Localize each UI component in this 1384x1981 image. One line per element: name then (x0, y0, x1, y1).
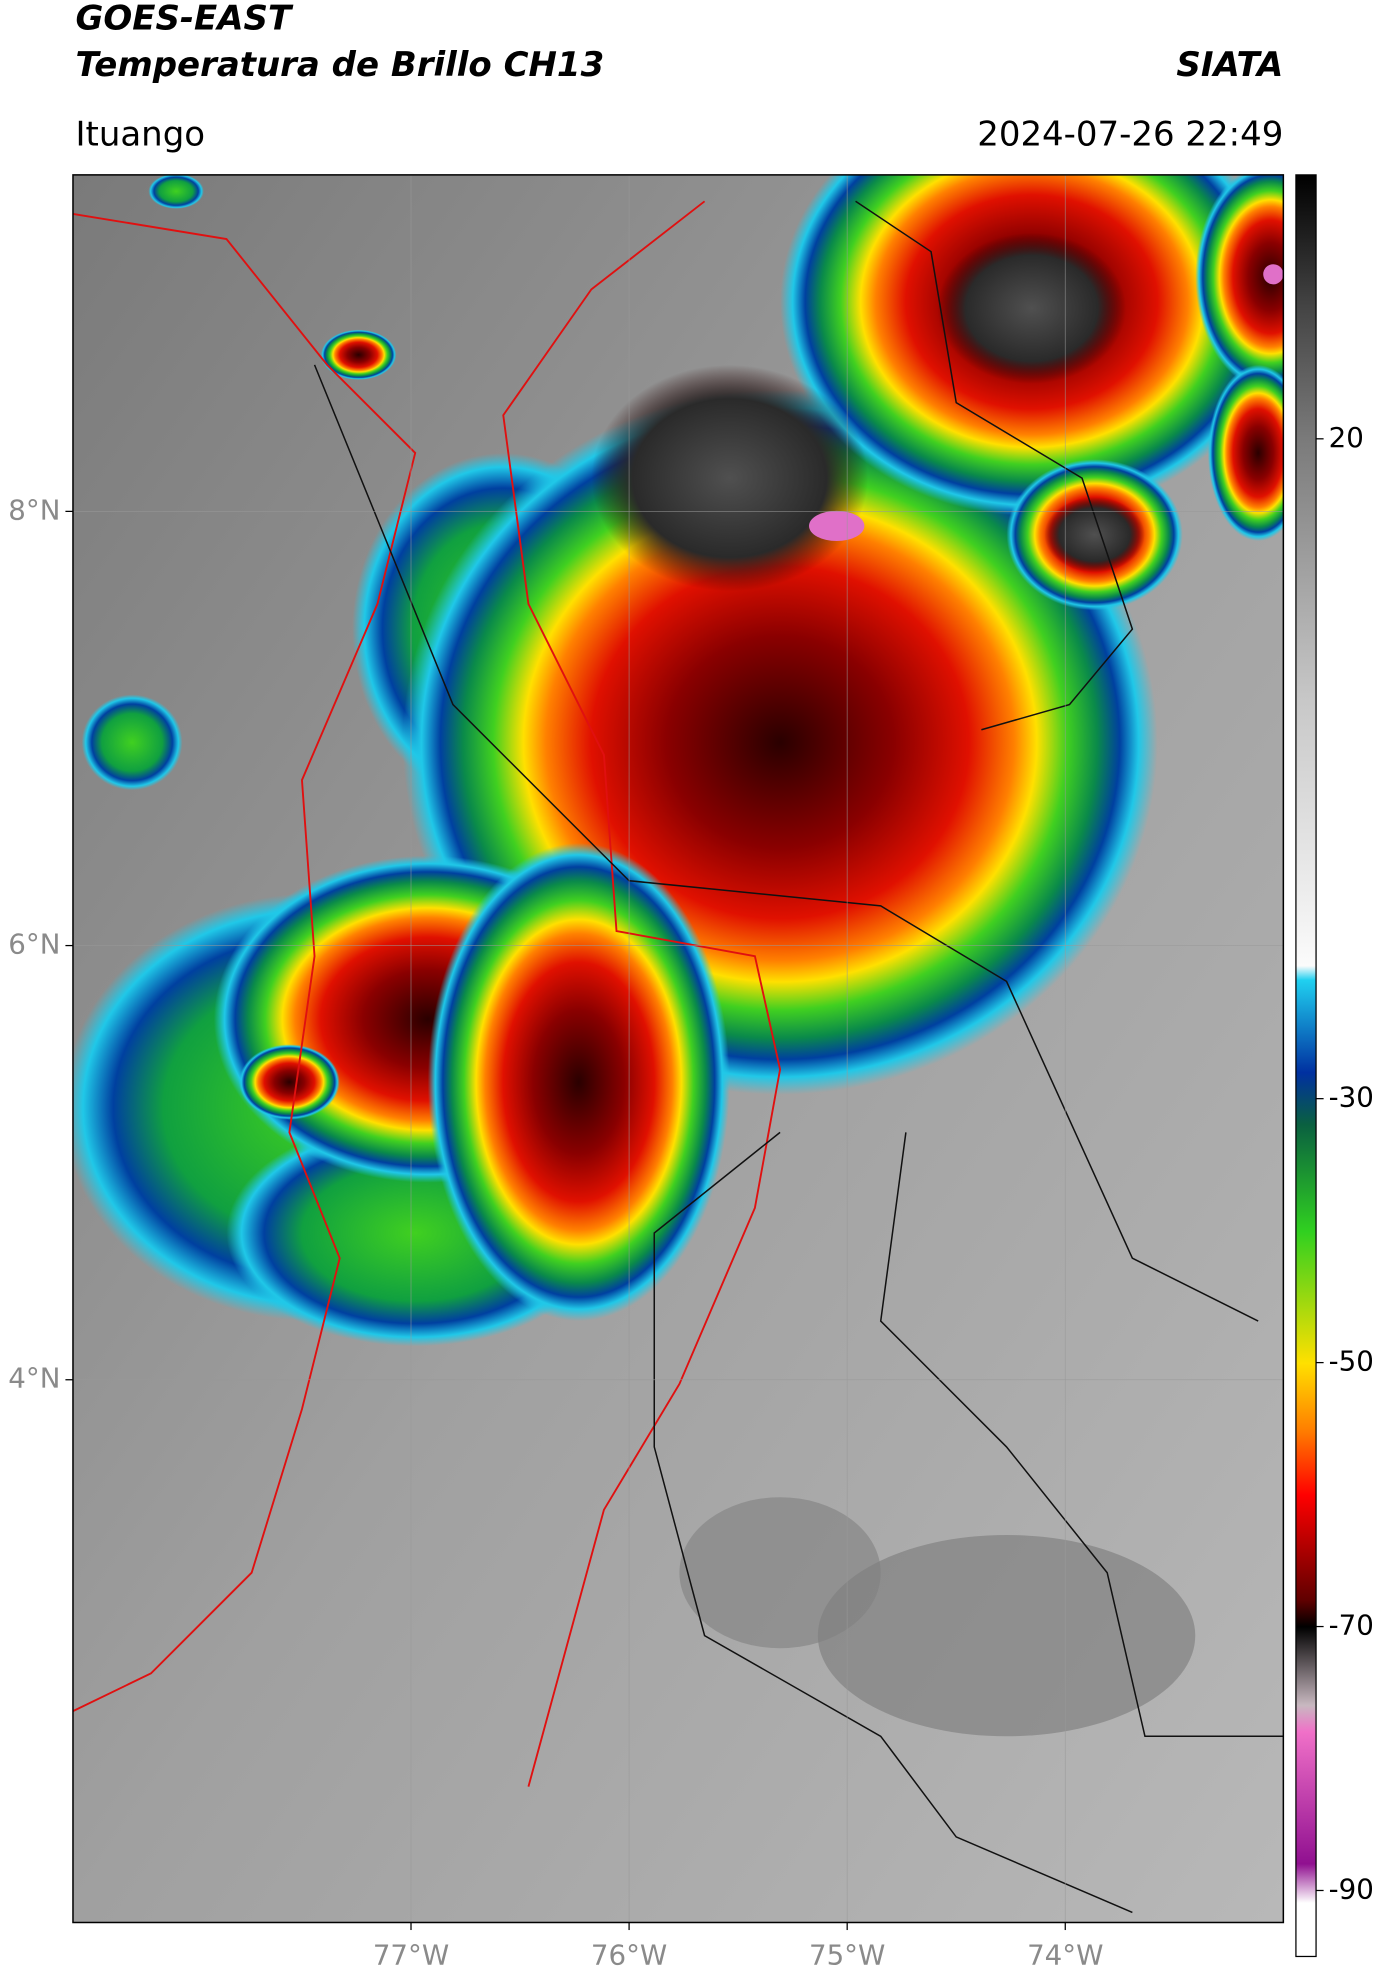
location: Ituango (75, 114, 205, 154)
lat-tick-label: 6°N (8, 928, 60, 961)
map-frame (72, 174, 1285, 1924)
lon-tick-label: 75°W (809, 1938, 885, 1971)
colorbar-tick-label: -70 (1329, 1609, 1374, 1642)
lon-tick-label: 74°W (1027, 1938, 1103, 1971)
colorbar (1295, 174, 1317, 1958)
colorbar-tick-label: -30 (1329, 1081, 1374, 1114)
colorbar-tick-label: -90 (1329, 1872, 1374, 1905)
graticule (72, 174, 1284, 1923)
lon-tick-label: 76°W (591, 1938, 667, 1971)
title: GOES-EAST (75, 0, 293, 39)
colorbar-tick-label: 20 (1329, 421, 1364, 454)
source: SIATA (1176, 45, 1283, 85)
colorbar-tick-label: -50 (1329, 1345, 1374, 1378)
lat-tick-label: 8°N (8, 493, 60, 526)
subtitle: Temperatura de Brillo CH13 (75, 45, 604, 85)
datetime: 2024-07-26 22:49 (977, 114, 1283, 154)
lon-tick-label: 77°W (373, 1938, 449, 1971)
satellite-image (72, 174, 1284, 1923)
lat-tick-label: 4°N (8, 1362, 60, 1395)
